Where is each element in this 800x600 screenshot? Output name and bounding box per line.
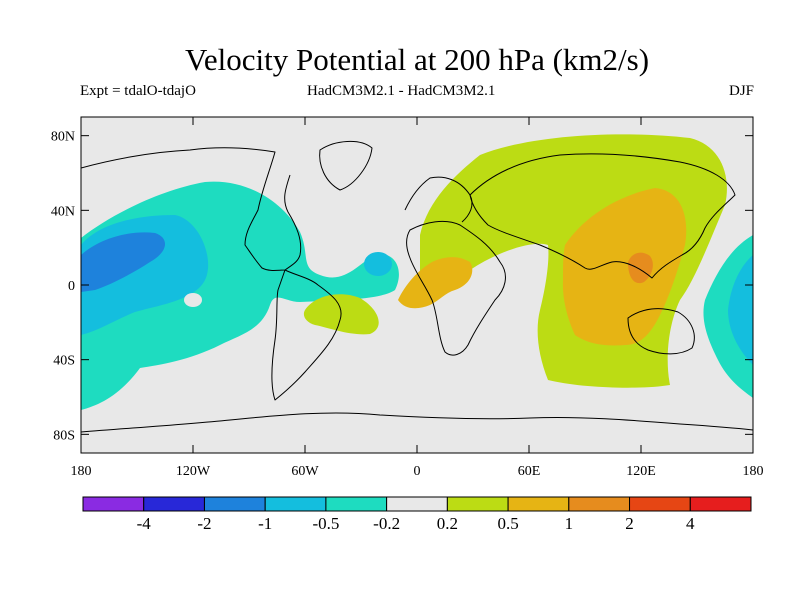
colorbar-label: 4 [686,514,695,533]
colorbar-swatch [689,496,752,512]
lon-tick-label: 0 [414,464,421,479]
colorbar-label: 1 [565,514,574,533]
colorbar-swatch [629,496,691,512]
longitude-axis: 180 120W 60W 0 60E 120E 180 [71,117,764,479]
model-label: HadCM3M2.1 - HadCM3M2.1 [307,83,496,99]
latitude-axis: 80N 40N 0 40S 80S [51,130,753,443]
experiment-label: Expt = tdalO-tdajO [80,83,196,99]
coast-antarctica [81,412,753,433]
lat-tick-label: 80N [51,130,75,145]
colorbar-swatch [325,496,388,512]
colorbar-swatch [386,496,448,512]
colorbar-swatch [507,496,570,512]
lon-tick-label: 60W [291,464,319,479]
colorbar-swatch [264,496,327,512]
colorbar-label: -2 [197,514,211,533]
contour-pos-africa-mid [398,257,473,309]
colorbar-label: -1 [258,514,272,533]
map-title: Velocity Potential at 200 hPa (km2/s) [184,42,650,77]
coast-north-america [81,147,302,271]
colorbar-swatch [446,496,509,512]
colorbar-label: 0.2 [437,514,458,533]
lat-tick-label: 80S [53,428,75,443]
lat-tick-label: 40N [51,204,75,219]
colorbar-label: 0.5 [497,514,518,533]
colorbar-swatch [143,496,205,512]
contour-pos-maritime-strong [628,252,653,284]
coast-africa [406,220,506,356]
lat-tick-label: 40S [53,354,75,369]
colorbar-label: -0.2 [373,514,400,533]
contour-neg-westpacific-mid [728,255,753,365]
contour-hole-pacific [184,293,202,307]
contour-pos-asia-mid [562,188,687,346]
lat-tick-label: 0 [68,279,75,294]
coast-europe [404,176,473,223]
season-label: DJF [728,83,754,99]
lon-tick-label: 180 [743,464,764,479]
lon-tick-label: 180 [71,464,92,479]
coast-australia [627,308,695,355]
colorbar-swatch [203,496,266,512]
contour-neg-pacific-strong [81,232,166,292]
colorbar-label: 2 [625,514,634,533]
coast-asia [469,153,736,279]
lon-tick-label: 120W [176,464,211,479]
lon-tick-label: 60E [518,464,541,479]
lon-tick-label: 120E [626,464,656,479]
colorbar-swatch [568,496,631,512]
colorbar-label: -4 [137,514,152,533]
colorbar-label: -0.5 [312,514,339,533]
colorbar: -4 -2 -1 -0.5 -0.2 0.2 0.5 1 2 4 [82,496,752,533]
colorbar-swatch [82,496,145,512]
coast-south-america [271,269,342,401]
coastlines [81,141,753,433]
coast-greenland [319,141,373,191]
contour-neg-atlantic-mid [364,252,392,276]
